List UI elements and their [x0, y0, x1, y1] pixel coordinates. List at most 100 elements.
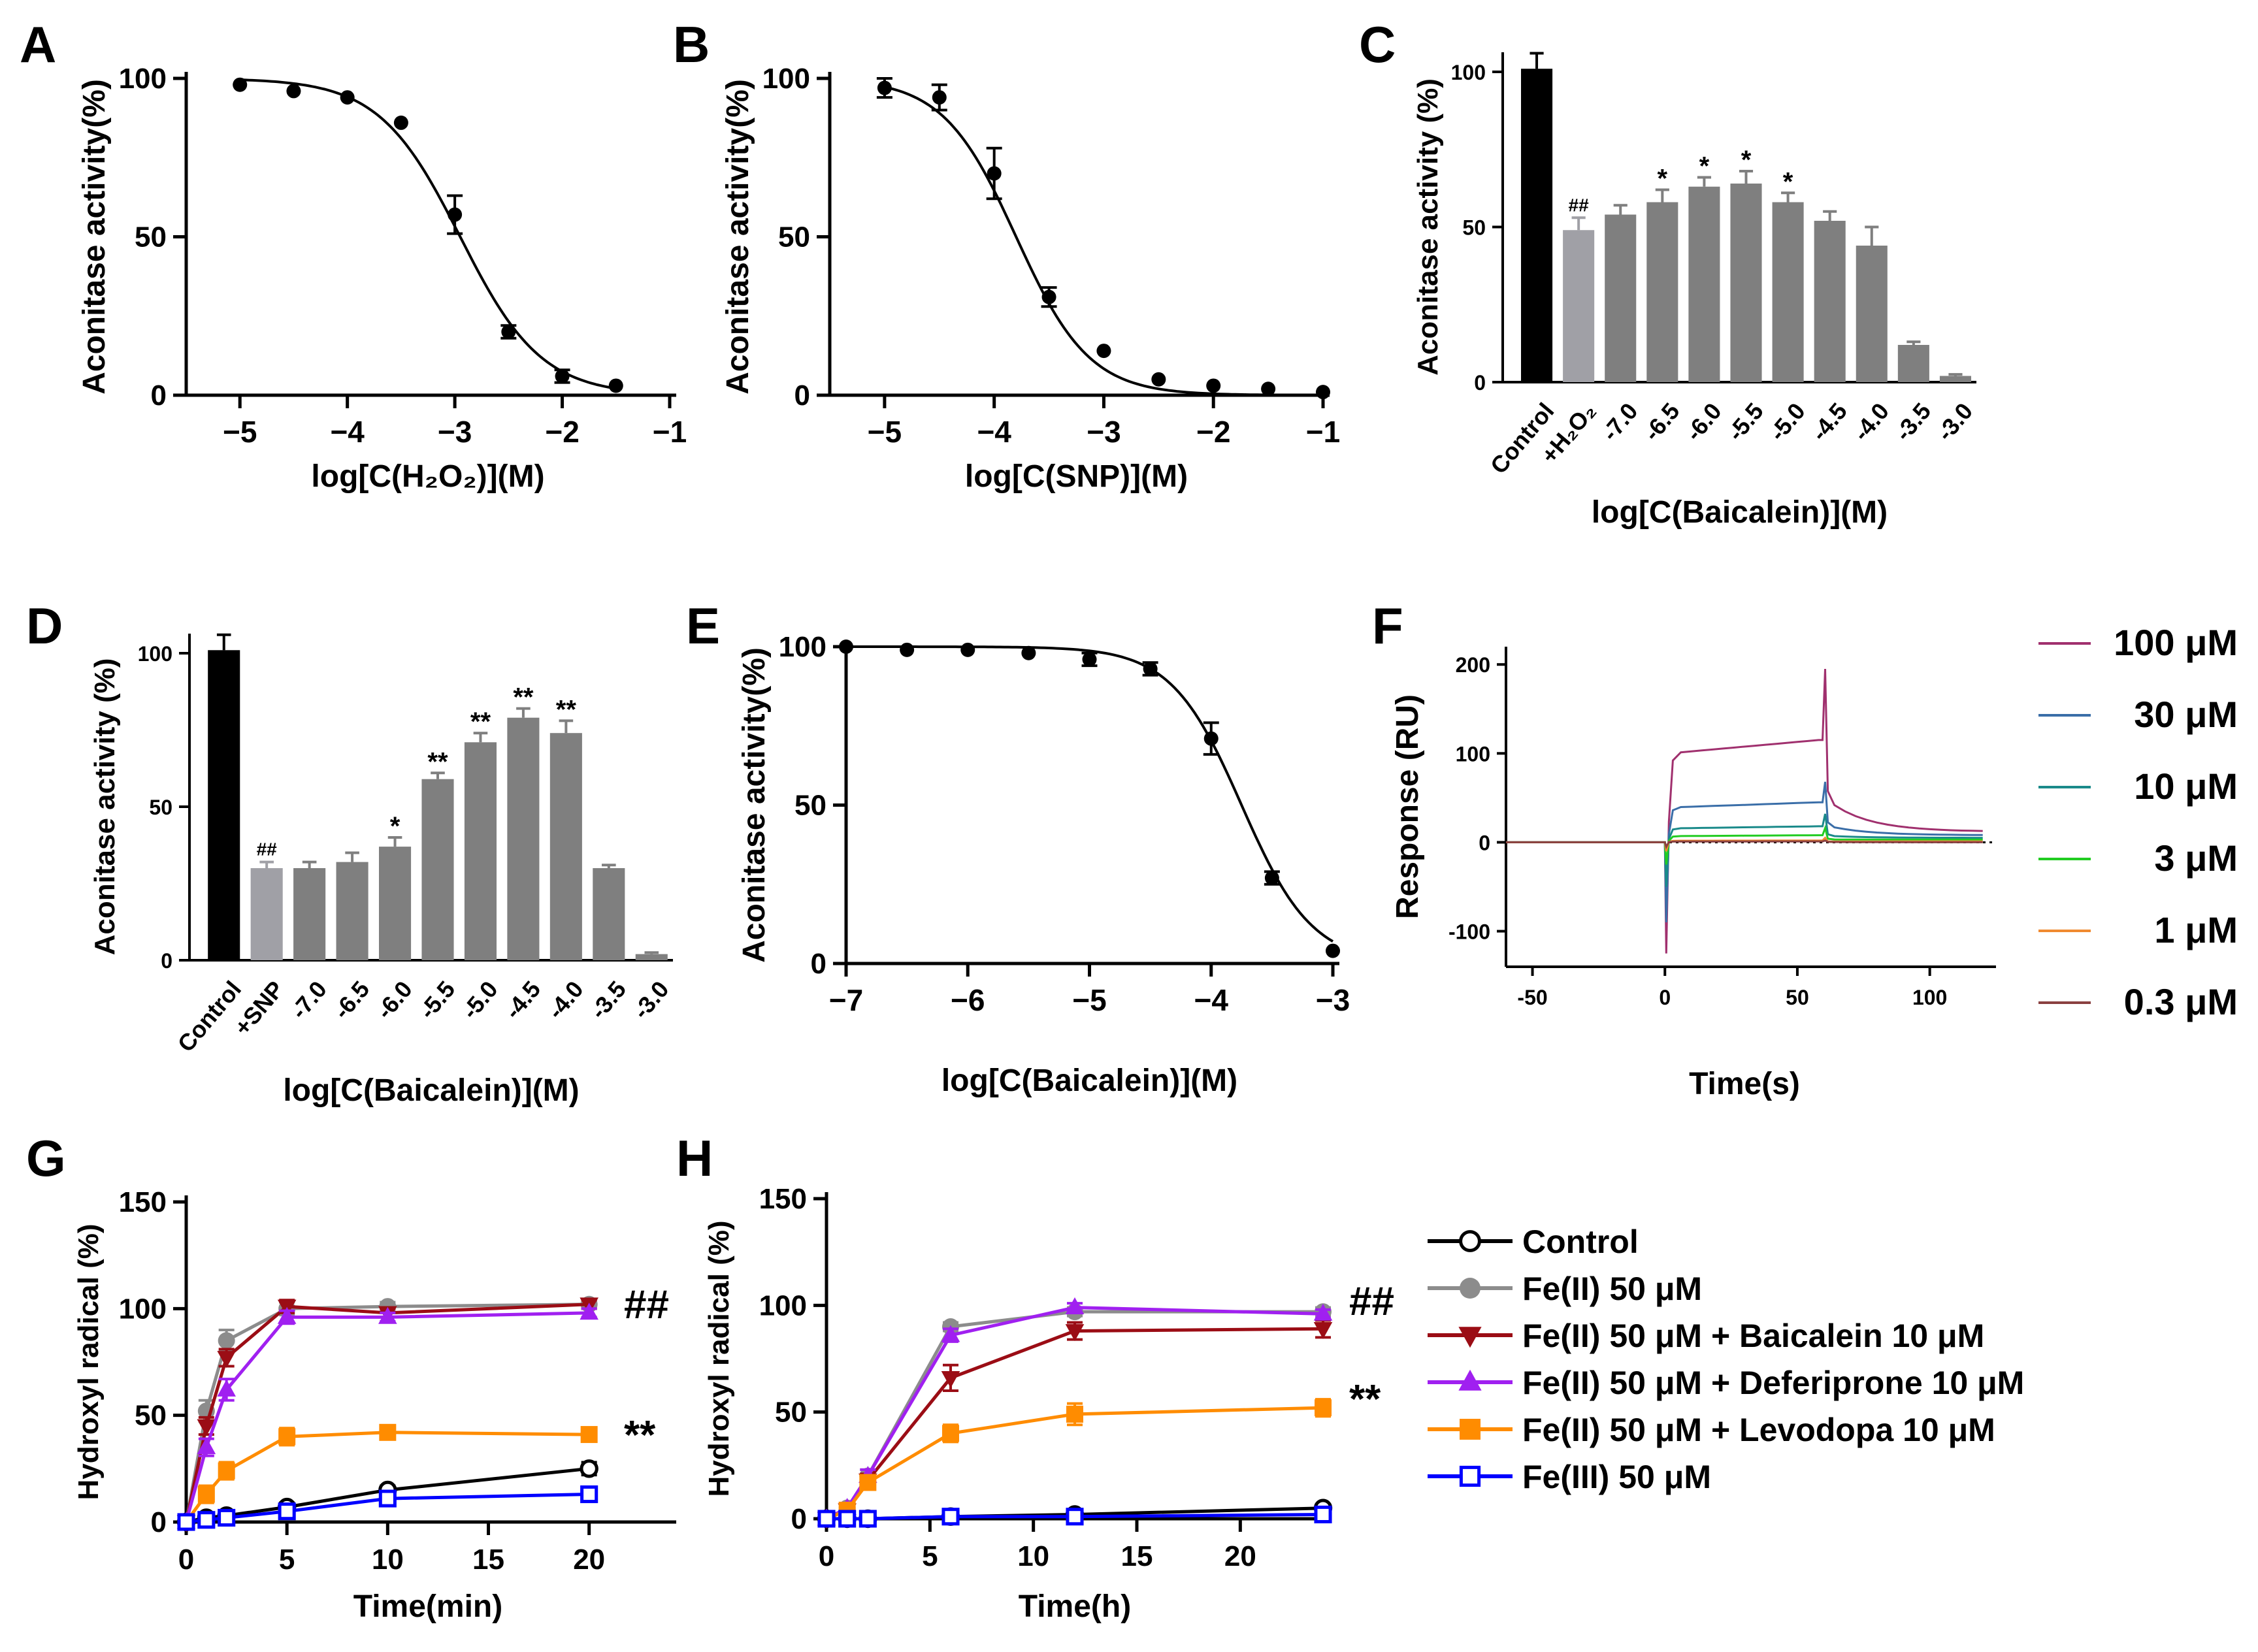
marker-defer-legend: [1458, 1369, 1482, 1391]
legend-label: 0.3 μM: [2124, 981, 2238, 1022]
y-tick-label: 100: [759, 1289, 807, 1321]
marker-defer-5: [1313, 1303, 1333, 1321]
x-tick-label: 20: [1224, 1540, 1256, 1572]
y-tick-label: 50: [135, 1400, 167, 1432]
panel-D: D050100Control##+SNP-7.0-6.5*-6.0**-5.5*…: [26, 597, 674, 1108]
marker-baic-5: [1313, 1321, 1333, 1339]
y-tick-label: 50: [794, 790, 826, 822]
y-tick-label: 100: [1451, 61, 1486, 84]
category-label: +SNP: [229, 976, 289, 1041]
significance-mark: **: [513, 683, 534, 712]
legend-label: Fe(III) 50 μM: [1522, 1459, 1711, 1495]
bar-9: [1897, 345, 1929, 382]
y-axis-label: Aconitase activity(%): [737, 647, 772, 963]
marker-fe3-3: [278, 1502, 296, 1521]
x-tick-label: 15: [1121, 1540, 1153, 1572]
x-tick-label: −4: [977, 415, 1011, 449]
panel-C: C050100Control##+H₂O₂-7.0*-6.5*-6.0*-5.5…: [1359, 16, 1978, 530]
x-axis-label: log[C(H₂O₂)](M): [311, 459, 544, 494]
marker-defer-5: [580, 1303, 598, 1320]
marker-defer-4: [1065, 1297, 1085, 1314]
data-point-4: [1082, 652, 1097, 667]
sensorgram-curve-1: [1506, 781, 1983, 922]
category-label: -5.5: [414, 976, 460, 1024]
x-tick-label: −1: [653, 415, 687, 449]
fit-curve: [846, 645, 1334, 943]
significance-mark: ##: [257, 839, 278, 860]
marker-fe3-4: [1066, 1508, 1084, 1526]
marker-defer-2: [217, 1379, 236, 1397]
y-tick-label: 200: [1456, 653, 1490, 677]
y-axis-label: Aconitase activity(%): [721, 79, 755, 395]
panel-letter: C: [1359, 16, 1396, 73]
significance-mark: ##: [1569, 195, 1590, 215]
bar-6: [464, 742, 497, 960]
panel-letter: D: [26, 597, 63, 655]
data-point-5: [1151, 372, 1166, 387]
x-axis-label: Time(min): [353, 1589, 502, 1624]
significance-mark: *: [1699, 152, 1710, 181]
x-tick-label: −6: [951, 983, 985, 1017]
legend-label: 30 μM: [2134, 694, 2238, 735]
marker-defer-1: [197, 1437, 216, 1455]
marker-levo-4: [1066, 1405, 1083, 1423]
bar-4: [379, 847, 412, 960]
category-label: -7.0: [1596, 398, 1643, 446]
fit-curve: [884, 86, 1323, 397]
bar-6: [1772, 202, 1804, 382]
y-tick-label: 0: [794, 380, 810, 412]
marker-levo-5: [580, 1426, 598, 1444]
marker-fe3-0: [177, 1513, 195, 1531]
y-tick-label: 50: [1462, 216, 1486, 240]
x-tick-label: −4: [330, 415, 365, 449]
x-axis-label: Time(s): [1689, 1067, 1800, 1101]
x-tick-label: −5: [1072, 983, 1106, 1017]
x-tick-label: −2: [545, 415, 579, 449]
bar-9: [593, 868, 625, 960]
y-axis-label: Hydroxyl radical (%): [73, 1223, 105, 1500]
data-point-8: [1326, 943, 1340, 958]
legend-label: Fe(II) 50 μM + Levodopa 10 μM: [1522, 1412, 1995, 1448]
data-point-6: [1206, 378, 1221, 393]
y-tick-label: 0: [811, 948, 826, 980]
panel-letter: F: [1372, 597, 1403, 655]
marker-baic-2: [217, 1351, 236, 1369]
y-tick-label: 100: [119, 1293, 167, 1325]
panel-F: F -100 0 100 200 -50 0 50 100 100 μM 30 μM 10 μM 3 μ…: [1372, 597, 2238, 1101]
category-label: -4.0: [542, 976, 588, 1024]
y-tick-label: 0: [151, 380, 167, 412]
category-label: -5.5: [1722, 398, 1769, 446]
bar-5: [1730, 184, 1762, 382]
x-tick-label: 5: [279, 1544, 295, 1576]
fit-curve: [240, 78, 617, 390]
panel-E: E 0 50 100 −7 −6 −5 −4 −3 log[C(Baicalein)](M) Aco…: [686, 597, 1350, 1098]
x-tick-label: −1: [1306, 415, 1340, 449]
bar-7: [1814, 221, 1846, 382]
x-tick-label: −3: [1316, 983, 1350, 1017]
marker-control-legend: [1459, 1230, 1481, 1252]
y-axis-label: Aconitase activity(%): [77, 79, 112, 395]
data-point-5: [1143, 661, 1158, 676]
x-tick-label: −2: [1196, 415, 1230, 449]
marker-baic-legend: [1458, 1327, 1482, 1348]
y-axis-label: Hydroxyl radical (%): [703, 1220, 735, 1497]
marker-fe3-2: [218, 1508, 236, 1527]
y-tick-label: 50: [135, 221, 167, 253]
category-label: -3.5: [1890, 398, 1936, 446]
marker-levo-1: [197, 1485, 215, 1503]
category-label: -7.0: [286, 976, 332, 1024]
bar-3: [336, 862, 368, 960]
x-tick-label: −3: [438, 415, 472, 449]
marker-levo-legend: [1460, 1419, 1481, 1440]
category-label: -6.0: [371, 976, 417, 1024]
legend-label: Control: [1522, 1223, 1639, 1260]
y-tick-label: 100: [1456, 742, 1490, 766]
legend-label: 3 μM: [2154, 837, 2238, 879]
category-label: -6.5: [328, 976, 374, 1024]
x-tick-label: −7: [829, 983, 863, 1017]
marker-fe3-0: [817, 1510, 836, 1528]
bar-2: [293, 868, 326, 960]
x-tick-label: 100: [1912, 986, 1947, 1009]
x-tick-label: 0: [178, 1544, 194, 1576]
